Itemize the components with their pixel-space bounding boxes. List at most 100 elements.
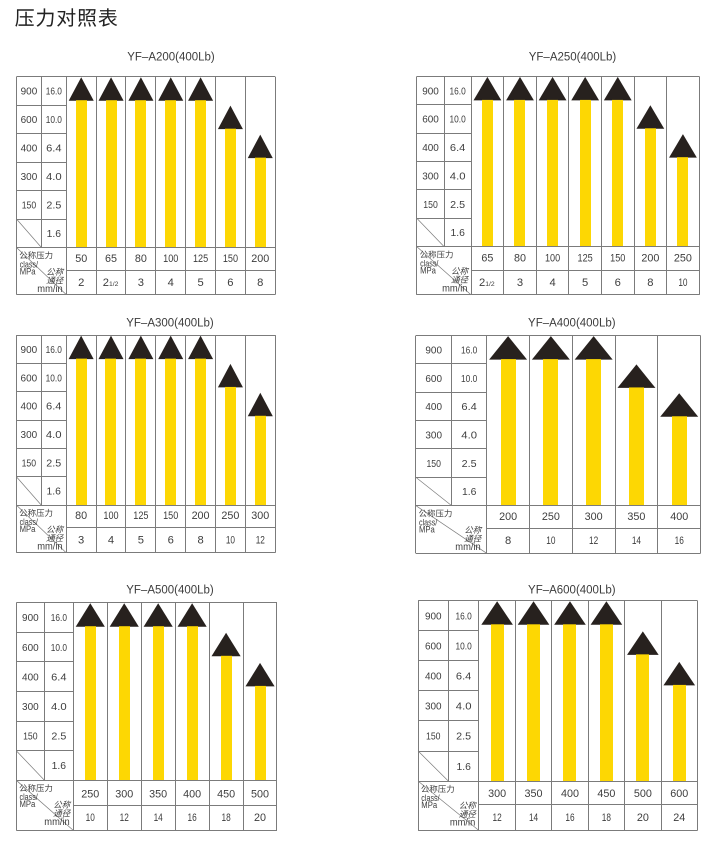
svg-text:MPa: MPa: [20, 524, 36, 534]
svg-text:3: 3: [78, 534, 84, 546]
svg-text:50: 50: [75, 253, 87, 265]
svg-text:MPa: MPa: [20, 799, 36, 809]
svg-text:6: 6: [615, 277, 621, 289]
svg-text:20: 20: [637, 812, 649, 824]
svg-text:10: 10: [226, 534, 235, 546]
svg-text:3: 3: [517, 277, 523, 289]
svg-text:200: 200: [499, 511, 517, 523]
svg-text:65: 65: [105, 253, 117, 265]
svg-text:16: 16: [565, 812, 574, 824]
svg-text:450: 450: [217, 788, 235, 800]
svg-text:5: 5: [582, 277, 588, 289]
svg-text:16.0: 16.0: [51, 613, 67, 624]
svg-text:MPa: MPa: [421, 800, 437, 810]
svg-text:10.0: 10.0: [51, 643, 67, 654]
svg-text:14: 14: [529, 812, 538, 824]
svg-text:class/: class/: [421, 793, 440, 803]
svg-text:16.0: 16.0: [46, 345, 62, 356]
svg-text:1.6: 1.6: [462, 487, 477, 498]
svg-text:350: 350: [627, 511, 645, 523]
svg-text:150: 150: [426, 732, 441, 743]
svg-text:400: 400: [183, 788, 201, 800]
svg-text:6.4: 6.4: [450, 143, 466, 154]
svg-text:600: 600: [425, 642, 442, 653]
svg-text:6.4: 6.4: [51, 672, 67, 683]
svg-text:MPa: MPa: [20, 266, 36, 276]
svg-text:300: 300: [22, 702, 39, 713]
svg-text:4: 4: [108, 534, 114, 546]
svg-text:1.6: 1.6: [456, 762, 471, 773]
svg-text:300: 300: [21, 172, 38, 183]
svg-text:80: 80: [135, 253, 147, 265]
svg-text:12: 12: [120, 812, 129, 824]
svg-text:10: 10: [86, 812, 95, 824]
svg-text:900: 900: [21, 87, 38, 98]
svg-text:300: 300: [251, 510, 269, 522]
svg-text:200: 200: [192, 510, 210, 522]
svg-text:900: 900: [425, 612, 442, 623]
svg-text:400: 400: [561, 788, 579, 800]
svg-text:600: 600: [670, 788, 688, 800]
svg-text:500: 500: [251, 788, 269, 800]
svg-text:300: 300: [422, 171, 439, 182]
svg-text:300: 300: [425, 702, 442, 713]
svg-text:YF–A250(400Lb): YF–A250(400Lb): [529, 49, 617, 63]
svg-text:4.0: 4.0: [46, 172, 62, 183]
svg-text:mm/in: mm/in: [37, 284, 62, 295]
svg-text:4.0: 4.0: [450, 171, 466, 182]
svg-text:mm/in: mm/in: [37, 542, 62, 553]
svg-text:400: 400: [422, 143, 439, 154]
svg-text:1.6: 1.6: [52, 761, 67, 772]
svg-text:2.5: 2.5: [46, 458, 61, 469]
svg-text:2.5: 2.5: [450, 200, 465, 211]
svg-text:18: 18: [602, 812, 611, 824]
svg-text:class/: class/: [420, 259, 439, 269]
svg-text:150: 150: [423, 200, 438, 211]
svg-text:600: 600: [422, 115, 439, 126]
svg-text:900: 900: [22, 613, 39, 624]
svg-text:10.0: 10.0: [461, 374, 477, 385]
svg-text:16: 16: [188, 812, 197, 824]
svg-text:1.6: 1.6: [47, 229, 62, 240]
svg-text:2.5: 2.5: [456, 732, 471, 743]
svg-text:2.5: 2.5: [51, 732, 66, 743]
svg-text:125: 125: [133, 510, 148, 522]
svg-text:class/: class/: [419, 517, 438, 527]
svg-text:16.0: 16.0: [456, 612, 472, 623]
svg-text:12: 12: [493, 812, 502, 824]
svg-text:150: 150: [426, 459, 441, 470]
svg-text:20: 20: [254, 812, 266, 824]
svg-text:10.0: 10.0: [46, 373, 62, 384]
svg-text:16.0: 16.0: [46, 87, 62, 98]
svg-text:65: 65: [481, 253, 493, 265]
svg-text:class/: class/: [20, 517, 39, 527]
svg-text:5: 5: [197, 277, 203, 289]
svg-text:8: 8: [257, 277, 263, 289]
svg-text:150: 150: [23, 732, 38, 743]
svg-text:6.4: 6.4: [456, 672, 472, 683]
svg-text:125: 125: [578, 253, 593, 265]
svg-text:900: 900: [422, 86, 439, 97]
svg-text:200: 200: [251, 253, 269, 265]
svg-text:150: 150: [163, 510, 178, 522]
svg-text:6.4: 6.4: [46, 402, 62, 413]
svg-text:450: 450: [597, 788, 615, 800]
svg-text:16.0: 16.0: [450, 86, 466, 97]
svg-text:4.0: 4.0: [456, 702, 472, 713]
svg-text:YF–A400(400Lb): YF–A400(400Lb): [528, 315, 616, 329]
svg-text:250: 250: [542, 511, 560, 523]
svg-text:MPa: MPa: [419, 525, 435, 535]
svg-text:mm/in: mm/in: [44, 817, 69, 828]
svg-text:mm/in: mm/in: [455, 542, 480, 553]
svg-text:2: 2: [78, 277, 84, 289]
svg-text:125: 125: [193, 253, 208, 265]
svg-text:YF–A500(400Lb): YF–A500(400Lb): [126, 583, 214, 597]
svg-text:class/: class/: [20, 792, 39, 802]
svg-text:400: 400: [21, 402, 38, 413]
svg-text:80: 80: [75, 510, 87, 522]
svg-text:250: 250: [674, 253, 692, 265]
svg-text:6.4: 6.4: [46, 144, 62, 155]
svg-text:250: 250: [221, 510, 239, 522]
svg-text:10.0: 10.0: [450, 115, 466, 126]
svg-text:600: 600: [22, 643, 39, 654]
